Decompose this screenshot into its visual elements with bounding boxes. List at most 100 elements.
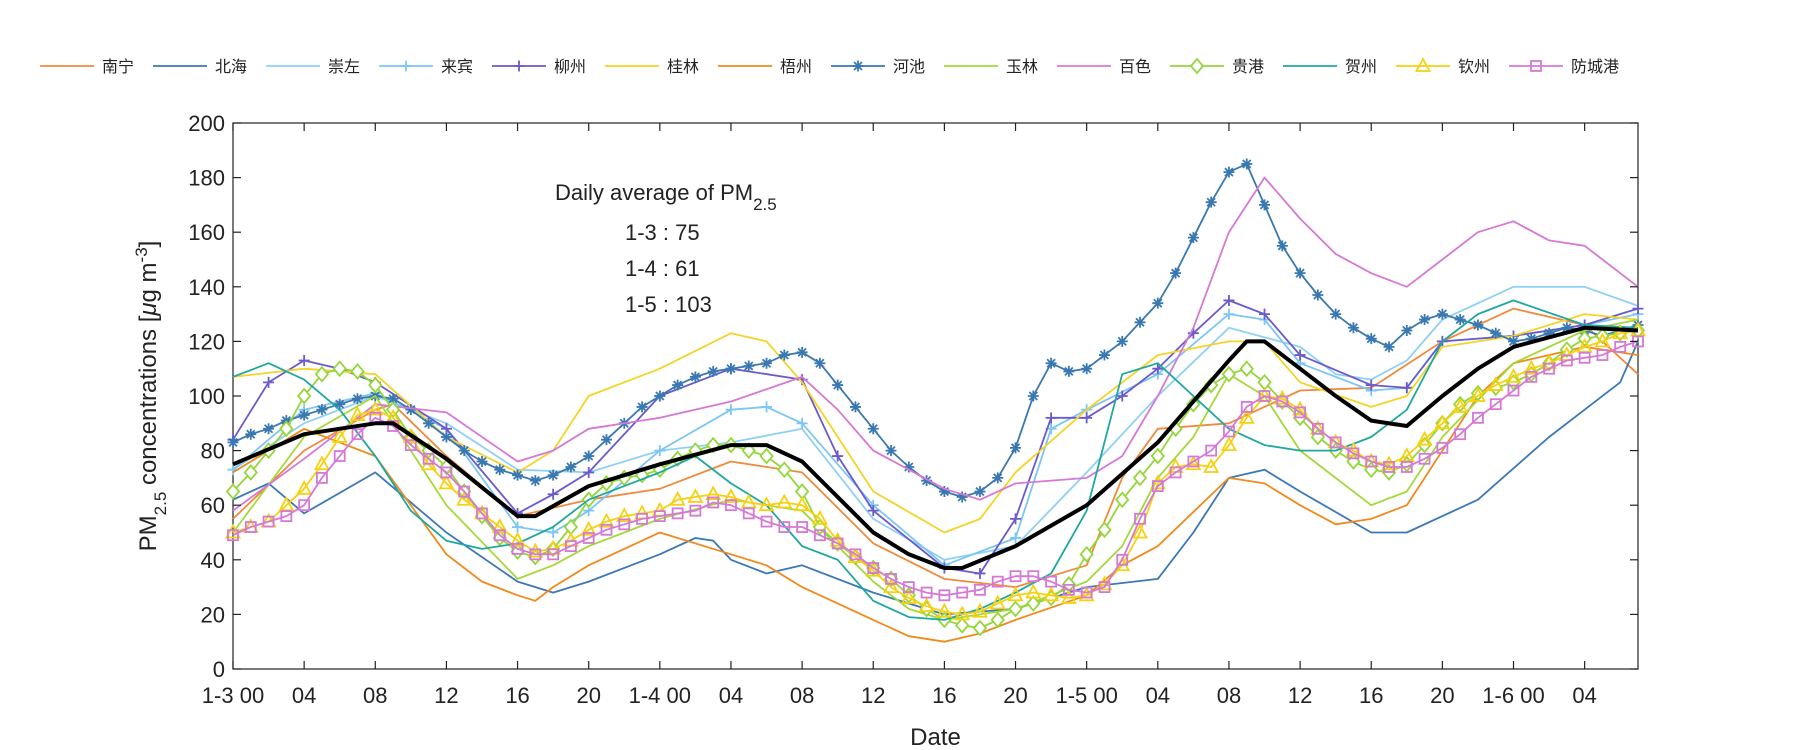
data-point <box>1436 308 1448 320</box>
data-point <box>1312 289 1324 301</box>
data-point <box>956 586 969 599</box>
data-point <box>742 507 755 520</box>
legend-item: 南宁 <box>40 58 134 76</box>
data-point <box>1401 324 1413 336</box>
data-point <box>1560 354 1573 367</box>
data-point <box>725 363 737 375</box>
data-point <box>722 488 739 503</box>
legend-label: 河池 <box>893 58 925 76</box>
legend-item: 北海 <box>153 58 247 76</box>
data-point <box>921 475 933 487</box>
legend-item: 贺州 <box>1283 58 1377 76</box>
data-point <box>1081 412 1093 424</box>
data-point <box>1416 430 1433 446</box>
data-point <box>1045 412 1057 424</box>
legend-marker <box>1189 57 1205 75</box>
data-point <box>583 450 595 462</box>
data-point <box>918 597 935 613</box>
data-point <box>761 401 773 413</box>
x-tick-label: 04 <box>292 683 316 708</box>
x-tick-label: 1-3 00 <box>202 683 264 708</box>
data-point <box>1508 335 1520 347</box>
data-point <box>1060 589 1077 604</box>
data-point <box>547 469 559 481</box>
daily-average-annotation: Daily average of PM2.5 1-3 : 75 1-4 : 61 1-… <box>555 180 777 317</box>
data-point <box>1238 408 1255 424</box>
data-point <box>296 387 312 405</box>
data-point <box>1025 583 1042 599</box>
data-point <box>1259 199 1271 211</box>
series-line <box>232 329 1639 616</box>
data-point <box>654 445 666 457</box>
data-point <box>331 428 348 443</box>
data-point <box>316 471 328 484</box>
data-point <box>476 507 488 520</box>
data-point <box>296 479 313 495</box>
data-point <box>1150 447 1165 465</box>
data-point <box>1418 452 1431 465</box>
data-point <box>1043 586 1060 602</box>
legend-label: 北海 <box>215 58 247 76</box>
data-point <box>900 589 917 604</box>
data-point <box>883 578 900 593</box>
data-point <box>1134 512 1146 525</box>
data-point <box>422 452 435 465</box>
data-point <box>438 474 455 490</box>
data-point <box>636 401 648 413</box>
data-point <box>1008 600 1023 618</box>
data-point <box>493 529 506 542</box>
series-0 <box>232 307 1639 588</box>
data-point <box>1523 359 1540 375</box>
data-point <box>598 512 615 528</box>
data-point <box>351 393 363 405</box>
data-point <box>867 505 879 517</box>
data-point <box>1063 365 1075 377</box>
data-point <box>1576 337 1593 353</box>
data-point <box>349 406 366 422</box>
legend-item: 百色 <box>1057 58 1151 76</box>
data-point <box>1383 461 1395 473</box>
data-point <box>492 529 507 547</box>
data-point <box>1311 422 1324 435</box>
data-point <box>956 491 968 503</box>
series-line <box>232 325 1639 570</box>
data-point <box>1080 586 1093 599</box>
series-12 <box>224 321 1647 621</box>
data-point <box>1027 390 1039 402</box>
data-point <box>1472 319 1484 331</box>
data-point <box>849 548 862 561</box>
data-point <box>616 507 633 523</box>
y-tick-label: 160 <box>188 220 225 245</box>
x-tick-label: 08 <box>363 683 387 708</box>
data-point <box>313 455 330 471</box>
y-tick-label: 80 <box>201 439 225 464</box>
data-point <box>262 515 275 528</box>
y-tick-label: 140 <box>188 275 225 300</box>
data-point <box>1239 360 1254 378</box>
series-5 <box>232 313 1639 534</box>
data-point <box>1487 376 1504 391</box>
data-point <box>1062 583 1075 596</box>
data-point <box>885 573 897 585</box>
legend-label: 贺州 <box>1345 58 1377 76</box>
data-point <box>547 488 559 500</box>
legend-label: 钦州 <box>1458 58 1490 76</box>
legend-marker <box>1414 57 1432 72</box>
data-point <box>1258 390 1271 402</box>
data-point <box>867 562 880 574</box>
data-point <box>404 439 417 452</box>
data-point <box>1205 196 1217 208</box>
legend-label: 贵港 <box>1232 58 1264 76</box>
data-point <box>707 496 720 509</box>
data-point <box>992 472 1004 484</box>
data-point <box>512 521 524 533</box>
data-point <box>1079 545 1094 563</box>
data-point <box>1294 406 1306 419</box>
data-point <box>332 360 347 378</box>
data-point <box>705 485 722 501</box>
data-point <box>600 523 613 536</box>
series-6 <box>232 346 1639 643</box>
data-point <box>1525 370 1538 383</box>
data-point <box>778 349 790 361</box>
